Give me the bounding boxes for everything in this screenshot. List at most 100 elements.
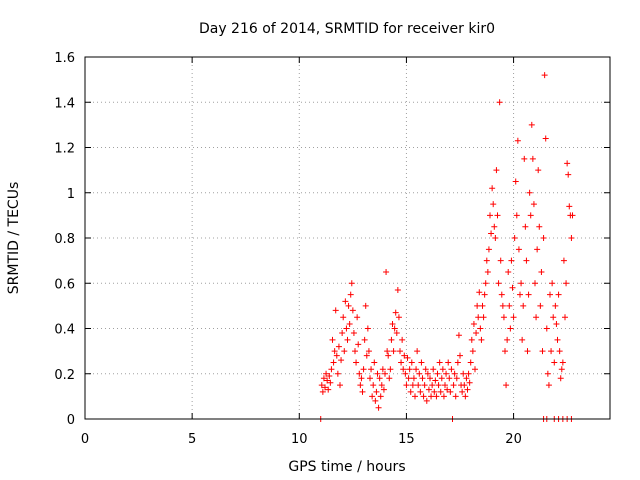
data-point xyxy=(325,386,332,393)
data-point xyxy=(324,377,331,384)
data-point xyxy=(553,320,560,327)
data-point xyxy=(468,336,475,343)
data-point xyxy=(447,388,454,395)
data-point xyxy=(405,375,412,382)
data-point xyxy=(443,370,450,377)
data-point xyxy=(446,375,453,382)
data-points xyxy=(317,72,576,422)
data-point xyxy=(379,366,386,373)
data-point xyxy=(409,382,416,389)
data-point xyxy=(454,359,461,366)
data-point xyxy=(459,388,466,395)
data-point xyxy=(512,178,519,185)
data-point xyxy=(430,366,437,373)
data-point xyxy=(526,189,533,196)
data-point xyxy=(493,167,500,174)
chart-title: Day 216 of 2014, SRMTID for receiver kir… xyxy=(199,21,495,37)
data-point xyxy=(492,235,499,241)
data-point xyxy=(480,314,487,321)
data-point xyxy=(517,291,523,298)
data-point xyxy=(353,359,360,366)
x-tick-label: 10 xyxy=(291,432,308,447)
data-point xyxy=(465,370,472,377)
data-point xyxy=(358,375,365,382)
data-point xyxy=(346,320,353,327)
data-point xyxy=(403,382,410,389)
data-point xyxy=(319,388,326,395)
data-point xyxy=(530,201,537,208)
data-point xyxy=(547,291,553,298)
data-point xyxy=(357,382,364,389)
data-point xyxy=(548,348,555,355)
data-point xyxy=(425,386,432,393)
data-point xyxy=(521,155,528,162)
data-point xyxy=(340,314,347,321)
data-point xyxy=(568,235,575,241)
data-point xyxy=(327,379,334,386)
data-point xyxy=(522,223,529,230)
data-point xyxy=(494,212,501,219)
data-point xyxy=(490,201,497,208)
data-point xyxy=(398,359,405,366)
data-point xyxy=(404,354,411,361)
data-point xyxy=(389,320,396,327)
data-point xyxy=(331,348,338,355)
data-point xyxy=(463,375,470,382)
data-point xyxy=(457,352,463,359)
data-point xyxy=(338,357,345,364)
data-point xyxy=(364,325,371,332)
data-point xyxy=(439,366,446,373)
data-point xyxy=(333,352,340,359)
y-axis-label: SRMTID / TECUs xyxy=(6,182,22,295)
data-point xyxy=(339,330,346,337)
data-point xyxy=(558,366,565,373)
data-point xyxy=(415,382,422,389)
data-point xyxy=(498,291,505,298)
data-point xyxy=(363,352,370,359)
data-point xyxy=(322,384,328,391)
data-point xyxy=(432,377,439,384)
data-point xyxy=(482,280,489,287)
data-point xyxy=(345,302,352,309)
data-point xyxy=(394,287,401,294)
data-point xyxy=(503,382,510,389)
data-point xyxy=(491,223,498,230)
data-point xyxy=(469,348,476,355)
data-point xyxy=(564,160,571,167)
data-point xyxy=(537,302,544,309)
x-tick-label: 15 xyxy=(398,432,415,447)
grid xyxy=(85,57,610,419)
data-point xyxy=(538,268,545,275)
data-point xyxy=(328,366,335,373)
data-point xyxy=(470,320,477,327)
data-point xyxy=(382,370,388,377)
data-point xyxy=(489,185,496,192)
data-point xyxy=(510,314,517,321)
data-point xyxy=(445,359,452,366)
data-point xyxy=(544,370,551,377)
data-point xyxy=(515,246,522,253)
data-point xyxy=(383,268,390,275)
y-tick-label: 0.2 xyxy=(54,368,75,383)
x-axis-label: GPS time / hours xyxy=(288,459,405,475)
data-point xyxy=(506,302,513,309)
data-point xyxy=(350,330,357,337)
data-point xyxy=(388,336,395,343)
data-point xyxy=(481,291,488,298)
data-point xyxy=(542,135,549,142)
data-point xyxy=(419,375,426,382)
data-point xyxy=(433,393,440,400)
y-tick-label: 1.4 xyxy=(54,96,75,111)
data-point xyxy=(399,336,406,343)
data-point xyxy=(407,388,414,395)
data-point xyxy=(566,203,573,210)
data-point xyxy=(438,375,445,382)
data-point xyxy=(535,167,542,174)
x-tick-label: 0 xyxy=(81,432,89,447)
data-point xyxy=(450,382,457,389)
data-point xyxy=(420,393,427,400)
data-point xyxy=(507,325,514,332)
data-point xyxy=(424,370,431,377)
data-point xyxy=(369,393,376,400)
data-point xyxy=(508,257,515,264)
